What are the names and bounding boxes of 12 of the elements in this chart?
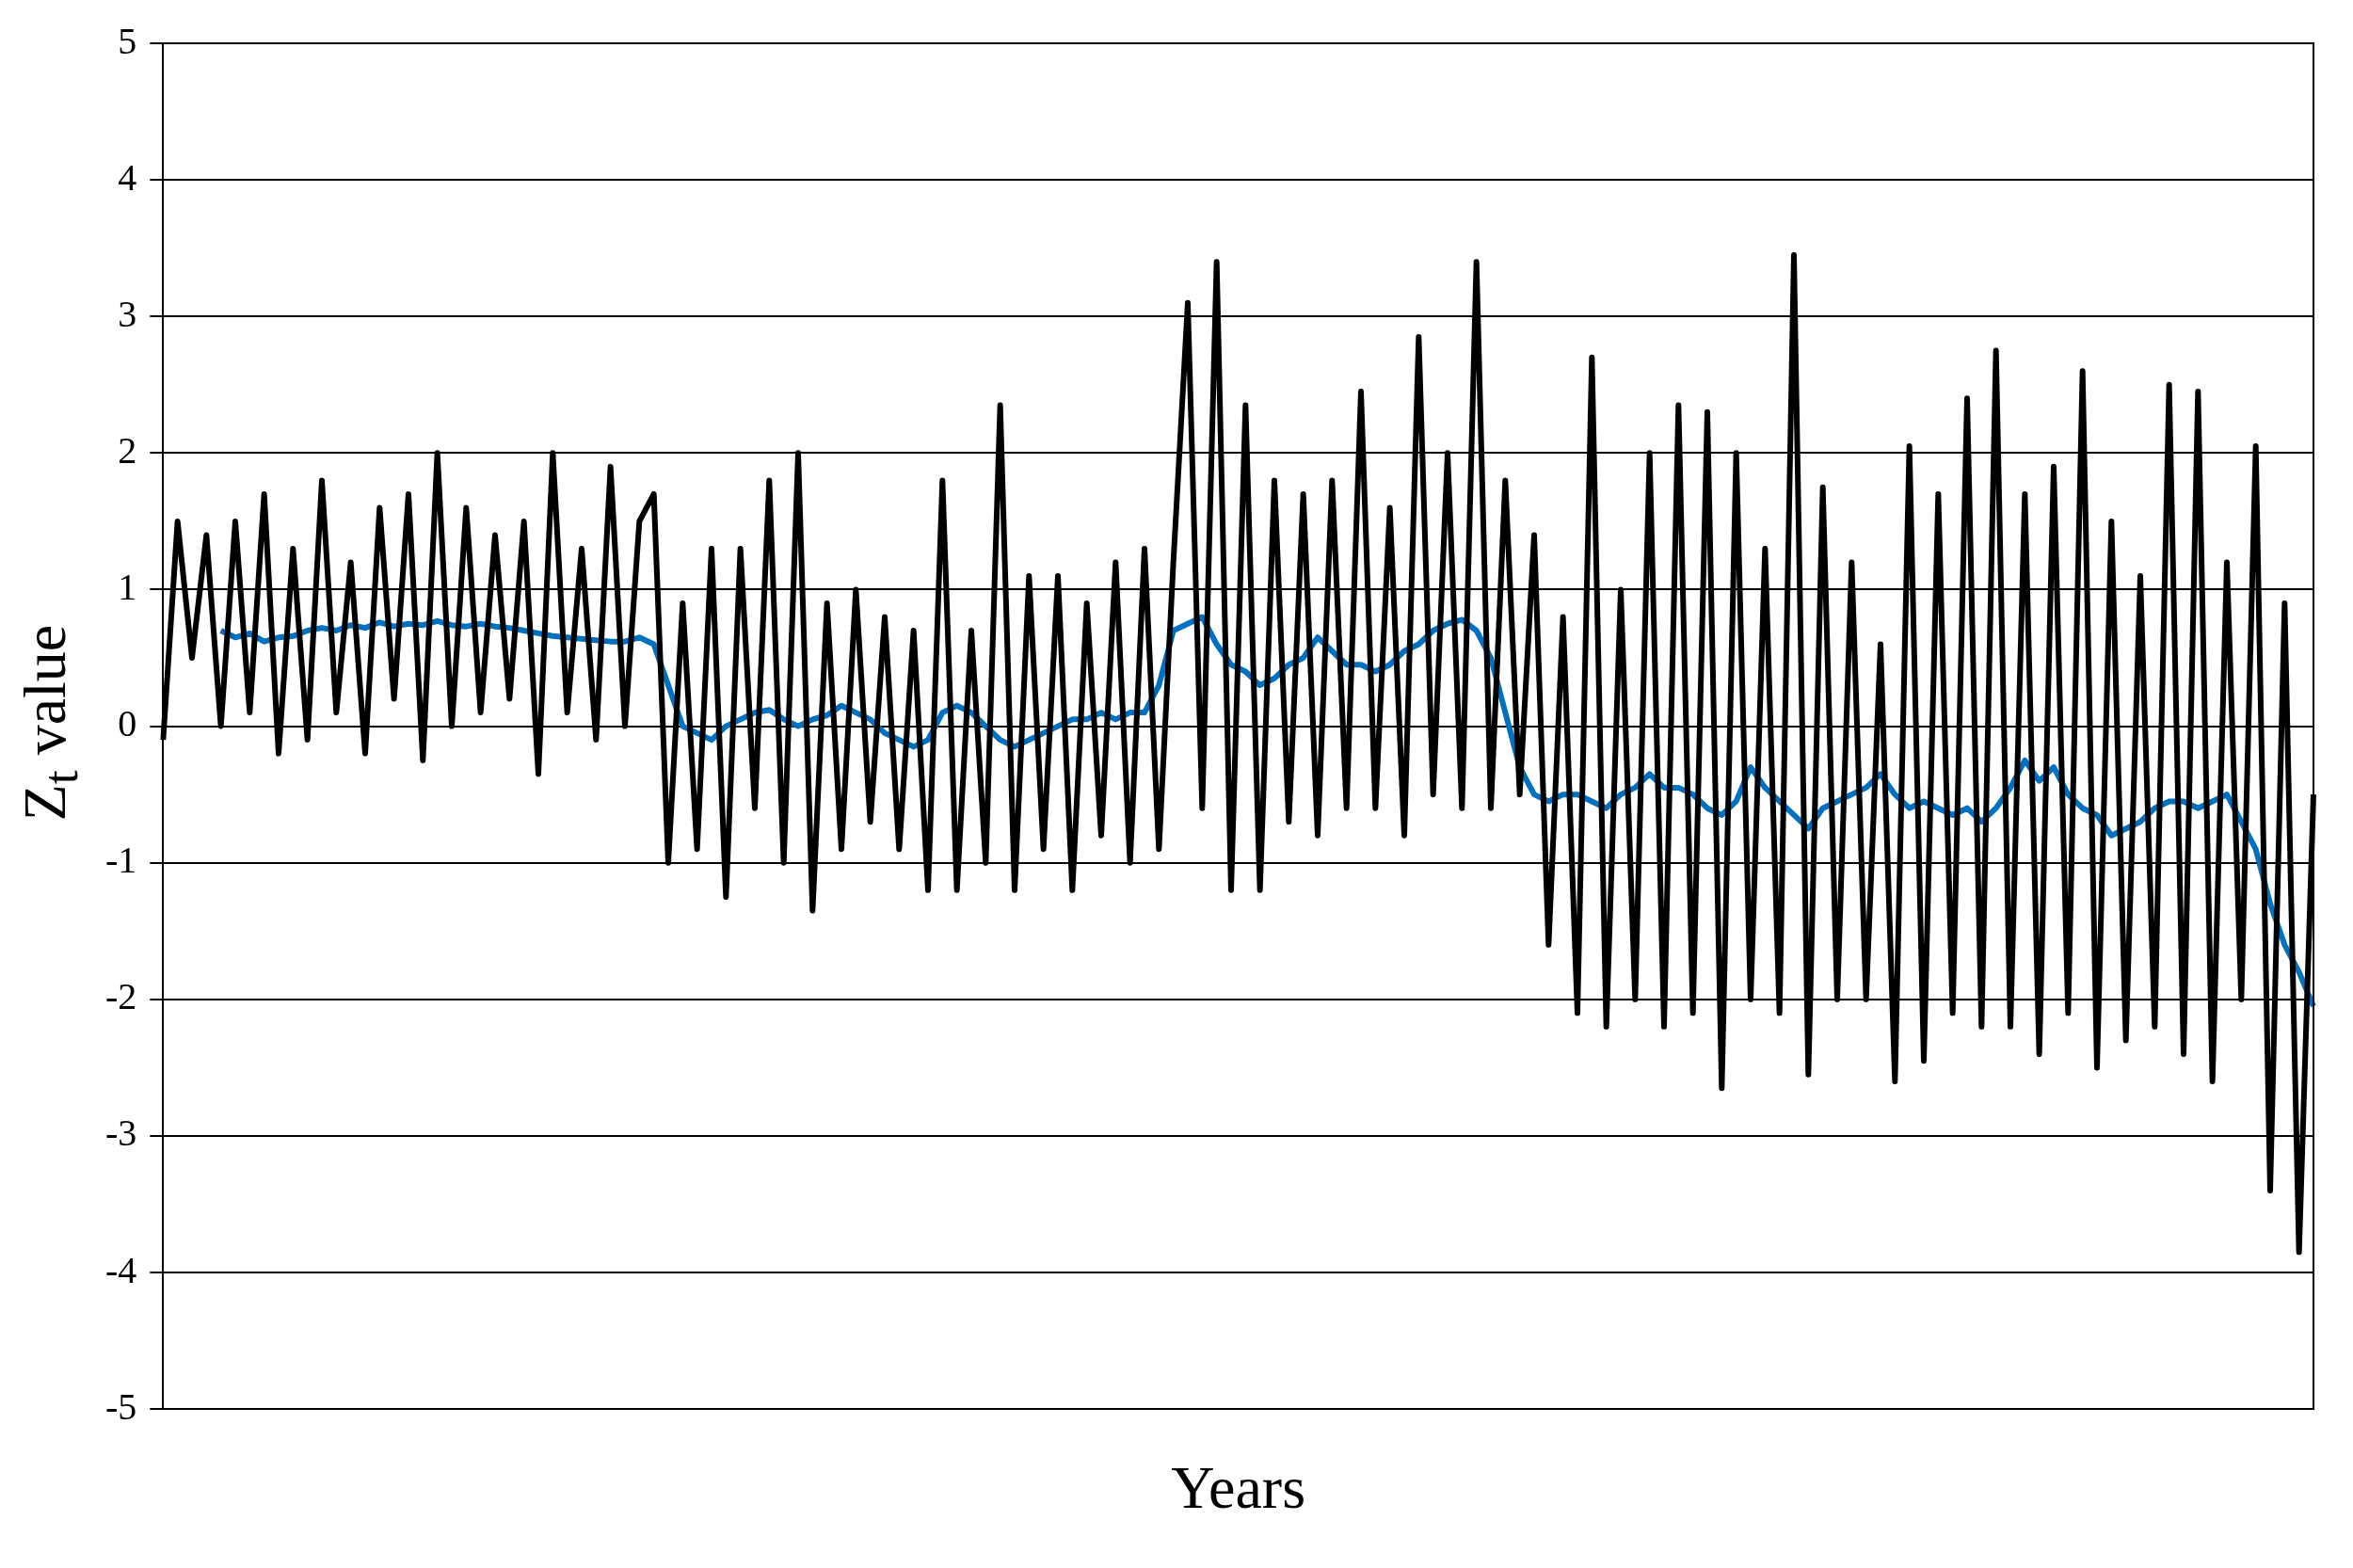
y-tick-label: 5 xyxy=(118,19,137,62)
y-tick-label: -5 xyxy=(104,1384,137,1428)
y-tick-label: -4 xyxy=(104,1248,137,1291)
y-tick-label: 0 xyxy=(118,702,137,745)
x-axis-title: Years xyxy=(1171,1454,1306,1522)
y-tick-label: 2 xyxy=(118,428,137,472)
y-tick-label: 4 xyxy=(118,155,137,199)
y-tick-label: 3 xyxy=(118,292,137,335)
y-tick-label: 1 xyxy=(118,565,137,608)
y-tick-label: -3 xyxy=(104,1112,137,1155)
y-tick-label: -2 xyxy=(104,975,137,1018)
y-tick-label: -1 xyxy=(104,839,137,882)
